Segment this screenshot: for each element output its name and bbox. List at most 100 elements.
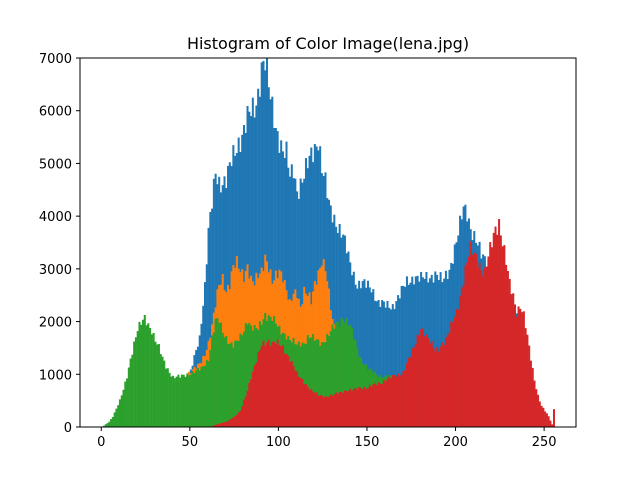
histogram-bar [271,341,274,427]
histogram-bar [366,280,369,427]
x-tick-label: 250 [532,435,557,450]
histogram-bar [175,376,178,427]
histogram-bar [432,347,435,427]
histogram-bar [142,319,145,427]
histogram-bar [391,374,394,427]
histogram-bar [147,323,150,427]
y-tick-label: 1000 [39,368,72,383]
histogram-bar [232,264,235,427]
histogram-bar [476,267,479,427]
histogram-bar [271,96,274,427]
histogram-bar [374,300,377,427]
histogram-bar [333,214,336,427]
histogram-bar [315,392,318,427]
y-tick-label: 0 [64,421,72,436]
histogram-bar [336,321,339,427]
histogram-bar [535,389,538,427]
histogram-bar [154,341,157,427]
histogram-bar [363,386,366,427]
histogram-bar [218,423,221,427]
histogram-bar [503,245,506,427]
histogram-bar [209,211,212,427]
histogram-bar [297,376,300,427]
histogram-bar [258,96,261,427]
histogram-bar [443,344,446,427]
histogram-bar [439,346,442,427]
histogram-bar [211,208,214,427]
histogram-bar [310,337,313,427]
histogram-bar [522,311,525,427]
histogram-bar [402,370,405,427]
histogram-bar [250,325,253,427]
histogram-bar [111,417,114,427]
histogram-bar [444,337,447,427]
histogram-bar [533,380,536,427]
histogram-bar [505,264,508,427]
histogram-bar [211,335,214,427]
histogram-bar [191,371,194,427]
histogram-bar [529,360,532,427]
histogram-bar [448,332,451,427]
histogram-bar [487,256,490,427]
histogram-bar [391,304,394,427]
histogram-bar [467,256,470,427]
histogram-bar [219,423,222,427]
histogram-bar [326,333,329,427]
histogram-bar [320,342,323,427]
histogram-bar [242,125,245,427]
histogram-bar [354,387,357,427]
y-tick-label: 5000 [39,157,72,172]
histogram-bar [184,376,187,427]
histogram-bar [315,339,318,427]
histogram-bar [214,173,217,427]
histogram-bar [209,349,212,427]
histogram-bar [242,331,245,427]
histogram-bar [267,87,270,428]
histogram-bar [235,415,238,427]
histogram-bar [368,385,371,427]
histogram-bar [379,383,382,427]
histogram-bar [223,337,226,427]
histogram-bar [397,373,400,427]
histogram-bar [223,422,226,427]
histogram-bar [218,323,221,427]
histogram-bar [248,323,251,427]
histogram-bar [244,396,247,427]
histogram-bar [375,301,378,427]
histogram-bar [328,335,331,427]
histogram-bar [464,265,467,427]
histogram-bar [398,298,401,427]
histogram-bar [519,308,522,427]
histogram-bar [482,276,485,427]
histogram-bar [333,328,336,427]
histogram-bar [230,342,233,427]
histogram-bar [335,321,338,427]
histogram-bar [126,378,129,427]
histogram-bar [264,70,267,427]
histogram-bar [393,309,396,427]
histogram-bar [193,373,196,427]
histogram-bar [255,105,258,428]
histogram-bar [225,421,228,427]
histogram-bar [120,395,123,427]
y-tick-label: 6000 [39,105,72,120]
histogram-bar [404,370,407,427]
histogram-bar [352,339,355,427]
histogram-bar [211,425,214,427]
histogram-bar [103,425,106,427]
histogram-bar [428,343,431,427]
histogram-bar [253,365,256,427]
histogram-series-4 [209,219,555,427]
histogram-bar [117,405,120,427]
histogram-bar [214,318,217,427]
histogram-bar [538,401,541,427]
histogram-bar [246,390,249,427]
histogram-bar [382,380,385,427]
histogram-bar [317,395,320,427]
histogram-bar [379,306,382,427]
histogram-bar [469,241,472,427]
histogram-bar [251,371,254,427]
histogram-bar [228,343,231,427]
histogram-bar [188,375,191,427]
histogram-bar [358,280,361,427]
